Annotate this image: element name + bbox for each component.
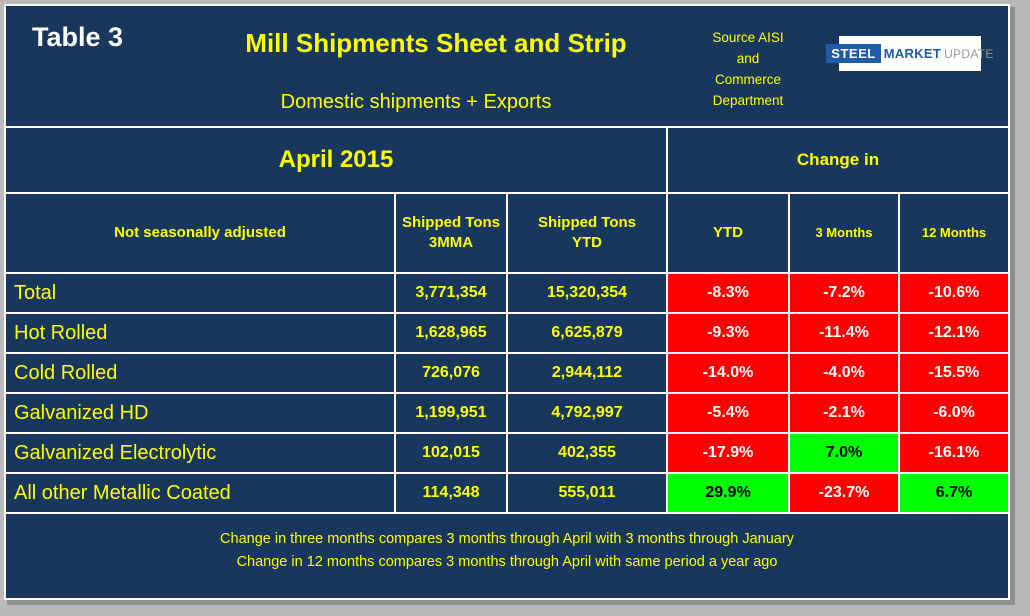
tons-ytd-cell: 15,320,354 [508,274,668,312]
table-row: Cold Rolled 726,076 2,944,112 -14.0% -4.… [6,352,1008,392]
tons-3mma-cell: 102,015 [396,434,508,472]
three-month-change-cell: 7.0% [790,434,900,472]
ytd-change-cell: -9.3% [668,314,790,352]
three-month-change-cell: -11.4% [790,314,900,352]
three-month-change-cell: -7.2% [790,274,900,312]
table-row: Hot Rolled 1,628,965 6,625,879 -9.3% -11… [6,312,1008,352]
row-label: Cold Rolled [6,354,396,392]
row-label: All other Metallic Coated [6,474,396,512]
table-row: Galvanized HD 1,199,951 4,792,997 -5.4% … [6,392,1008,432]
logo-steel-text: STEEL [826,44,881,63]
twelve-month-change-cell: -6.0% [900,394,1008,432]
col-header-3-months: 3 Months [790,194,900,272]
smu-logo: STEEL MARKET UPDATE [826,36,993,71]
logo-update-text: UPDATE [944,46,994,61]
shipments-table-panel: Table 3 Mill Shipments Sheet and Strip D… [4,4,1010,600]
change-in-label: Change in [796,150,880,169]
tons-ytd-cell: 402,355 [508,434,668,472]
page-subtitle: Domestic shipments + Exports [280,91,552,113]
three-month-change-cell: -4.0% [790,354,900,392]
tons-3mma-cell: 3,771,354 [396,274,508,312]
header: Table 3 Mill Shipments Sheet and Strip D… [6,6,1008,126]
tons-3mma-cell: 726,076 [396,354,508,392]
twelve-month-change-cell: -12.1% [900,314,1008,352]
ytd-change-cell: -5.4% [668,394,790,432]
twelve-month-change-cell: -16.1% [900,434,1008,472]
tons-ytd-cell: 6,625,879 [508,314,668,352]
twelve-month-change-cell: 6.7% [900,474,1008,512]
tons-ytd-cell: 2,944,112 [508,354,668,392]
tons-3mma-cell: 114,348 [396,474,508,512]
tons-3mma-cell: 1,628,965 [396,314,508,352]
source-note: Source AISI and Commerce Department [712,30,784,108]
three-month-change-cell: -23.7% [790,474,900,512]
col-header-not-seasonally-adjusted: Not seasonally adjusted [6,194,396,272]
col-header-shipped-tons-3mma: Shipped Tons 3MMA [396,194,508,272]
col-header-12-months: 12 Months [921,225,987,241]
row-label: Hot Rolled [6,314,396,352]
ytd-change-cell: -14.0% [668,354,790,392]
ytd-change-cell: -17.9% [668,434,790,472]
footnotes: Change in three months compares 3 months… [6,512,1008,574]
table-number-label: Table 3 [32,22,124,52]
period-band: April 2015 Change in [6,126,1008,192]
tons-ytd-cell: 4,792,997 [508,394,668,432]
column-header-row: Not seasonally adjusted Shipped Tons 3MM… [6,192,1008,272]
tons-3mma-cell: 1,199,951 [396,394,508,432]
page-title: Mill Shipments Sheet and Strip [245,28,627,58]
footnote-12-months: Change in 12 months compares 3 months th… [236,554,778,570]
row-label: Galvanized Electrolytic [6,434,396,472]
period-label: April 2015 [6,128,668,192]
twelve-month-change-cell: -15.5% [900,354,1008,392]
col-header-shipped-tons-ytd: Shipped Tons YTD [508,194,668,272]
table-row: All other Metallic Coated 114,348 555,01… [6,472,1008,512]
ytd-change-cell: -8.3% [668,274,790,312]
footnote-3-months: Change in three months compares 3 months… [220,531,794,547]
tons-ytd-cell: 555,011 [508,474,668,512]
col-header-ytd: YTD [668,194,790,272]
table-row: Galvanized Electrolytic 102,015 402,355 … [6,432,1008,472]
table-row: Total 3,771,354 15,320,354 -8.3% -7.2% -… [6,272,1008,312]
row-label: Galvanized HD [6,394,396,432]
row-label: Total [6,274,396,312]
logo-market-text: MARKET [883,46,942,61]
three-month-change-cell: -2.1% [790,394,900,432]
twelve-month-change-cell: -10.6% [900,274,1008,312]
ytd-change-cell: 29.9% [668,474,790,512]
